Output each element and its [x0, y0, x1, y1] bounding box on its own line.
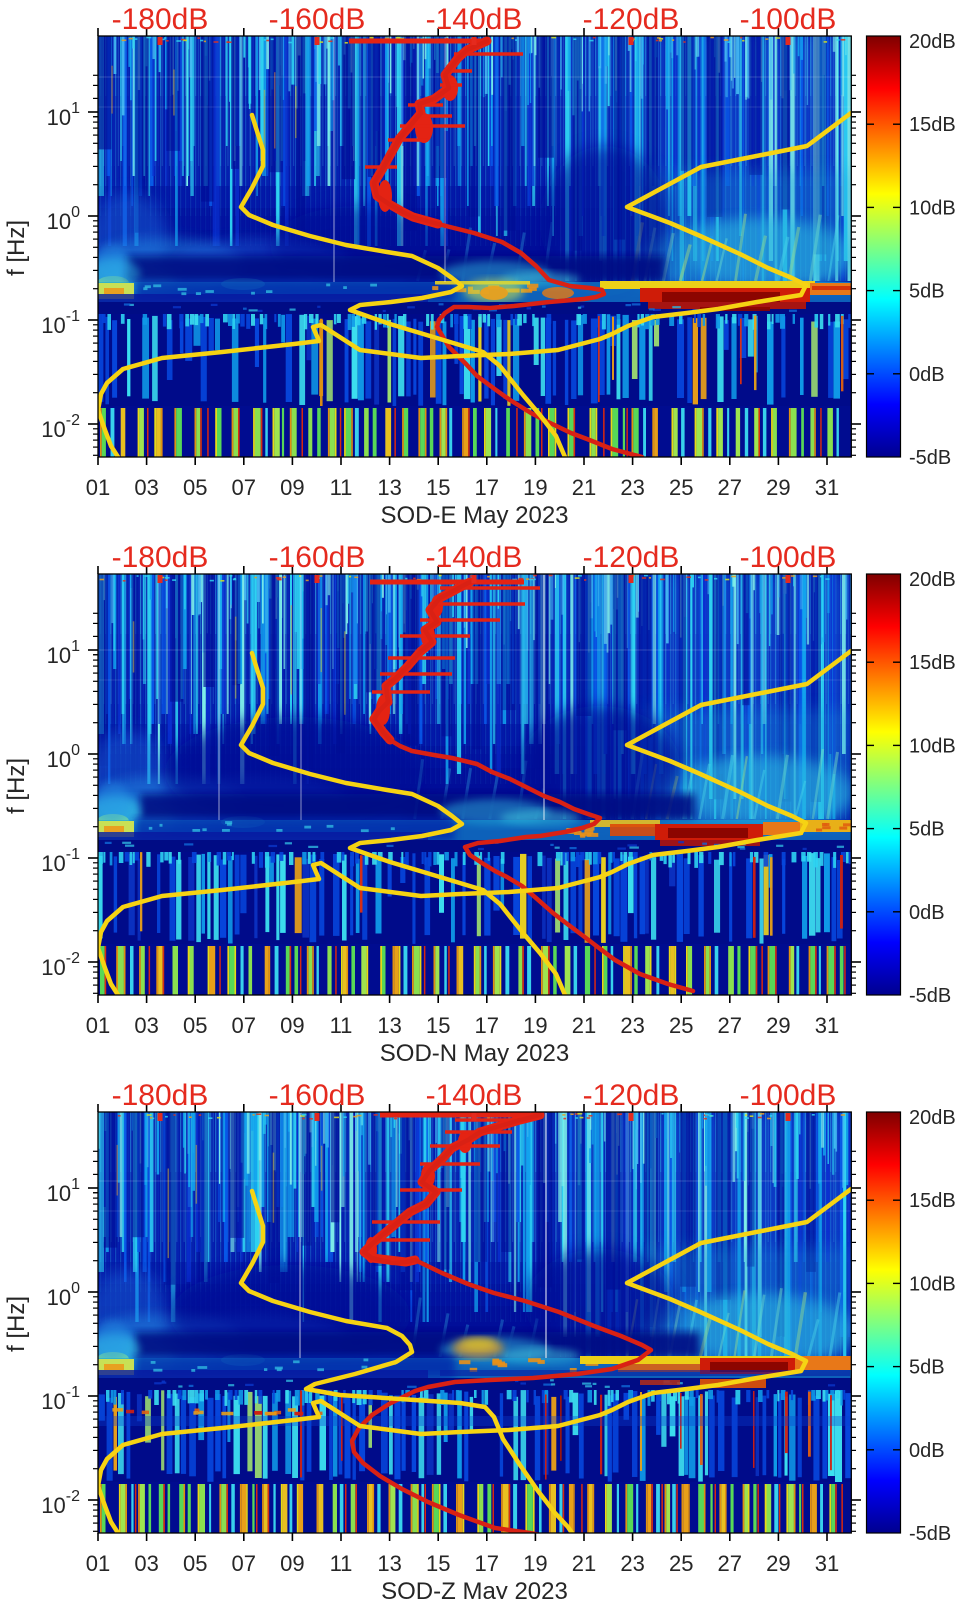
svg-text:17: 17	[475, 1013, 499, 1038]
svg-text:13: 13	[377, 1013, 401, 1038]
svg-text:09: 09	[280, 1013, 304, 1038]
svg-text:0dB: 0dB	[909, 902, 945, 924]
svg-text:01: 01	[86, 1551, 110, 1576]
svg-text:-160dB: -160dB	[269, 1079, 366, 1112]
svg-text:25: 25	[669, 1013, 693, 1038]
svg-text:15: 15	[426, 1551, 450, 1576]
svg-text:25: 25	[669, 1551, 693, 1576]
svg-text:-160dB: -160dB	[269, 541, 366, 574]
svg-text:03: 03	[134, 1551, 158, 1576]
svg-text:15: 15	[426, 1013, 450, 1038]
svg-text:-5dB: -5dB	[909, 985, 951, 1007]
svg-text:01: 01	[86, 1013, 110, 1038]
svg-text:03: 03	[134, 475, 158, 500]
svg-text:21: 21	[572, 475, 596, 500]
svg-text:15: 15	[426, 475, 450, 500]
svg-text:10dB: 10dB	[909, 197, 956, 219]
svg-text:19: 19	[523, 1551, 547, 1576]
svg-text:-140dB: -140dB	[426, 3, 523, 36]
svg-text:-120dB: -120dB	[583, 3, 680, 36]
svg-text:-100dB: -100dB	[740, 541, 837, 574]
svg-text:21: 21	[572, 1013, 596, 1038]
svg-text:03: 03	[134, 1013, 158, 1038]
svg-text:15dB: 15dB	[909, 1190, 956, 1212]
svg-text:05: 05	[183, 1551, 207, 1576]
svg-text:19: 19	[523, 475, 547, 500]
svg-text:15dB: 15dB	[909, 652, 956, 674]
svg-text:10-1: 10-1	[41, 1384, 80, 1414]
svg-text:01: 01	[86, 475, 110, 500]
svg-text:23: 23	[620, 475, 644, 500]
svg-text:5dB: 5dB	[909, 1357, 945, 1379]
svg-text:-5dB: -5dB	[909, 447, 951, 469]
svg-text:27: 27	[718, 1551, 742, 1576]
svg-text:05: 05	[183, 1013, 207, 1038]
svg-text:11: 11	[330, 1551, 353, 1576]
svg-text:20dB: 20dB	[909, 569, 956, 591]
svg-text:25: 25	[669, 475, 693, 500]
svg-text:17: 17	[475, 475, 499, 500]
svg-text:07: 07	[232, 1013, 256, 1038]
svg-text:23: 23	[620, 1551, 644, 1576]
svg-text:09: 09	[280, 1551, 304, 1576]
svg-text:f [Hz]: f [Hz]	[3, 220, 30, 276]
svg-text:07: 07	[232, 1551, 256, 1576]
svg-text:-160dB: -160dB	[269, 3, 366, 36]
svg-text:13: 13	[377, 1551, 401, 1576]
svg-text:-140dB: -140dB	[426, 541, 523, 574]
svg-text:31: 31	[815, 475, 839, 500]
svg-text:-140dB: -140dB	[426, 1079, 523, 1112]
svg-text:10dB: 10dB	[909, 1273, 956, 1295]
svg-text:-100dB: -100dB	[740, 3, 837, 36]
svg-text:17: 17	[475, 1551, 499, 1576]
svg-text:20dB: 20dB	[909, 1107, 956, 1129]
svg-text:-120dB: -120dB	[583, 541, 680, 574]
svg-text:13: 13	[377, 475, 401, 500]
svg-text:-5dB: -5dB	[909, 1523, 951, 1545]
svg-text:5dB: 5dB	[909, 819, 945, 841]
svg-text:31: 31	[815, 1013, 839, 1038]
svg-text:-180dB: -180dB	[112, 1079, 209, 1112]
svg-text:-100dB: -100dB	[740, 1079, 837, 1112]
svg-text:-180dB: -180dB	[112, 3, 209, 36]
svg-text:f [Hz]: f [Hz]	[3, 1296, 30, 1352]
svg-text:SOD-N May 2023: SOD-N May 2023	[380, 1040, 569, 1067]
svg-text:31: 31	[815, 1551, 839, 1576]
svg-text:11: 11	[330, 475, 353, 500]
svg-text:27: 27	[718, 1013, 742, 1038]
svg-text:SOD-Z May 2023: SOD-Z May 2023	[381, 1578, 568, 1599]
svg-text:5dB: 5dB	[909, 281, 945, 303]
svg-text:19: 19	[523, 1013, 547, 1038]
svg-text:0dB: 0dB	[909, 1440, 945, 1462]
svg-text:0dB: 0dB	[909, 364, 945, 386]
svg-text:29: 29	[766, 1013, 790, 1038]
svg-text:-180dB: -180dB	[112, 541, 209, 574]
svg-text:-120dB: -120dB	[583, 1079, 680, 1112]
svg-text:23: 23	[620, 1013, 644, 1038]
svg-text:09: 09	[280, 475, 304, 500]
svg-text:27: 27	[718, 475, 742, 500]
svg-text:05: 05	[183, 475, 207, 500]
svg-text:07: 07	[232, 475, 256, 500]
svg-text:29: 29	[766, 1551, 790, 1576]
svg-text:15dB: 15dB	[909, 114, 956, 136]
svg-text:10dB: 10dB	[909, 735, 956, 757]
svg-text:20dB: 20dB	[909, 31, 956, 53]
svg-text:21: 21	[572, 1551, 596, 1576]
svg-text:f [Hz]: f [Hz]	[3, 758, 30, 814]
svg-text:29: 29	[766, 475, 790, 500]
svg-text:SOD-E May 2023: SOD-E May 2023	[380, 502, 568, 529]
svg-text:11: 11	[330, 1013, 353, 1038]
